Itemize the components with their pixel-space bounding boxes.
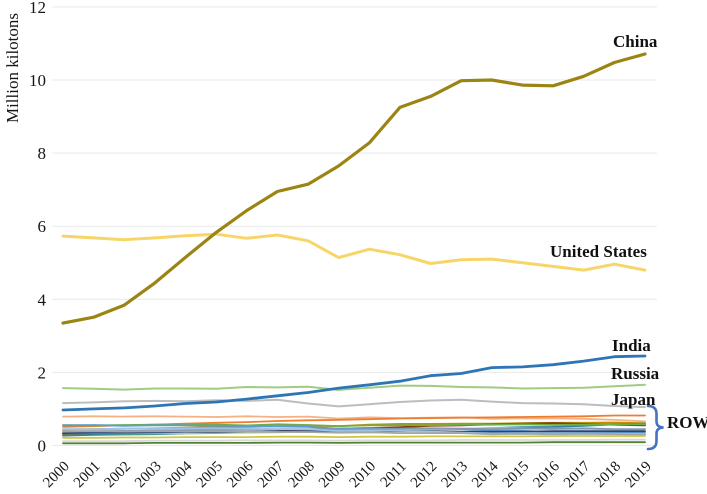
x-tick-label: 2003	[132, 459, 165, 492]
x-tick-label: 2000	[40, 459, 73, 492]
series-line-russia	[62, 383, 646, 391]
series-line-china	[61, 52, 647, 325]
series-line-row	[62, 430, 646, 436]
x-tick-label: 2005	[193, 459, 226, 492]
series-label-row: ROW	[667, 413, 707, 432]
x-tick-label: 2001	[71, 459, 104, 492]
y-tick-label: 6	[38, 217, 47, 236]
y-tick-label: 10	[29, 71, 46, 90]
series-label-united-states: United States	[550, 242, 647, 261]
y-tick-label: 0	[38, 437, 47, 456]
y-tick-label: 12	[29, 0, 46, 17]
x-tick-label: 2008	[285, 459, 318, 492]
x-tick-label: 2012	[408, 459, 441, 492]
y-tick-label: 8	[38, 144, 47, 163]
x-tick-label: 2011	[378, 459, 410, 491]
x-tick-label: 2009	[316, 459, 349, 492]
x-tick-label: 2006	[224, 458, 257, 491]
x-tick-label: 2019	[622, 459, 655, 492]
y-axis-title: Million kilotons	[3, 12, 22, 124]
x-tick-label: 2004	[163, 458, 196, 491]
x-tick-label: 2007	[255, 458, 288, 491]
x-tick-label: 2010	[347, 459, 380, 492]
series-label-india: India	[612, 336, 651, 355]
x-tick-label: 2014	[469, 458, 502, 491]
series-label-china: China	[613, 32, 658, 51]
y-tick-label: 4	[38, 290, 47, 309]
x-tick-label: 2018	[592, 459, 625, 492]
series-line-row	[62, 438, 646, 443]
series-line-india	[61, 354, 647, 412]
x-tick-label: 2016	[530, 458, 563, 491]
series-line-row	[62, 441, 646, 445]
series-label-japan: Japan	[611, 390, 656, 409]
series-line-united-states	[61, 232, 647, 272]
x-tick-label: 2017	[561, 458, 594, 491]
row-bracket	[646, 404, 664, 451]
series-line-row	[62, 415, 646, 423]
series-line-row	[62, 435, 646, 439]
series-line-japan	[62, 398, 646, 409]
y-tick-label: 2	[38, 363, 47, 382]
x-tick-label: 2002	[102, 459, 135, 492]
x-tick-label: 2015	[500, 459, 533, 492]
x-tick-label: 2013	[439, 459, 472, 492]
series-label-russia: Russia	[611, 364, 660, 383]
